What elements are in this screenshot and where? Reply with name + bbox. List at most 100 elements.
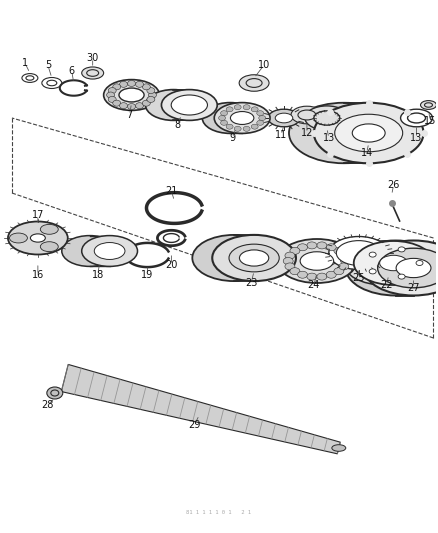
Ellipse shape <box>135 103 144 109</box>
Ellipse shape <box>307 242 317 249</box>
Ellipse shape <box>334 247 344 254</box>
Text: 24: 24 <box>308 280 320 290</box>
Text: 17: 17 <box>32 210 44 220</box>
Ellipse shape <box>354 241 434 285</box>
Ellipse shape <box>297 244 307 251</box>
Ellipse shape <box>251 107 258 112</box>
Ellipse shape <box>120 82 127 87</box>
Ellipse shape <box>106 92 115 98</box>
Ellipse shape <box>408 113 425 123</box>
Ellipse shape <box>401 109 432 127</box>
Ellipse shape <box>396 259 431 278</box>
Ellipse shape <box>192 235 276 281</box>
Text: 11: 11 <box>275 130 287 140</box>
Ellipse shape <box>148 92 156 98</box>
Ellipse shape <box>398 247 405 252</box>
Ellipse shape <box>243 104 250 110</box>
Ellipse shape <box>275 113 293 123</box>
Ellipse shape <box>94 243 125 260</box>
Ellipse shape <box>40 242 58 252</box>
Ellipse shape <box>162 90 217 120</box>
Text: 13: 13 <box>323 133 335 143</box>
Ellipse shape <box>289 103 399 163</box>
Ellipse shape <box>8 222 68 254</box>
Ellipse shape <box>341 257 350 264</box>
Text: 22: 22 <box>380 280 393 290</box>
Text: 18: 18 <box>92 270 104 280</box>
Ellipse shape <box>229 244 279 272</box>
Ellipse shape <box>234 126 241 131</box>
Ellipse shape <box>113 100 121 106</box>
Ellipse shape <box>416 261 423 265</box>
Ellipse shape <box>300 252 334 270</box>
Ellipse shape <box>226 107 233 112</box>
Ellipse shape <box>339 252 349 259</box>
Ellipse shape <box>246 78 262 87</box>
Ellipse shape <box>277 239 357 283</box>
Ellipse shape <box>285 252 295 259</box>
Ellipse shape <box>127 80 135 86</box>
Ellipse shape <box>30 234 46 242</box>
Polygon shape <box>61 365 340 454</box>
Ellipse shape <box>221 120 227 125</box>
Ellipse shape <box>291 106 323 124</box>
Ellipse shape <box>251 124 258 129</box>
Ellipse shape <box>317 273 327 280</box>
Ellipse shape <box>108 87 116 94</box>
Ellipse shape <box>378 248 438 288</box>
Ellipse shape <box>147 87 155 94</box>
Text: 1: 1 <box>22 58 28 68</box>
Ellipse shape <box>297 271 307 278</box>
Ellipse shape <box>214 102 270 133</box>
Text: 26: 26 <box>388 180 400 190</box>
Ellipse shape <box>290 268 300 274</box>
Ellipse shape <box>420 101 436 109</box>
Ellipse shape <box>26 76 34 80</box>
Ellipse shape <box>332 445 346 451</box>
Text: 21: 21 <box>165 186 177 196</box>
Ellipse shape <box>234 104 241 110</box>
Text: 27: 27 <box>407 283 420 293</box>
Ellipse shape <box>285 263 295 270</box>
Ellipse shape <box>120 103 127 109</box>
Ellipse shape <box>314 111 340 125</box>
Text: 9: 9 <box>229 133 235 143</box>
Text: 10: 10 <box>258 60 270 70</box>
Ellipse shape <box>47 80 57 86</box>
Ellipse shape <box>135 82 144 87</box>
Text: 5: 5 <box>45 60 51 70</box>
Ellipse shape <box>243 126 250 131</box>
Ellipse shape <box>119 88 144 102</box>
Text: 7: 7 <box>127 110 133 120</box>
Ellipse shape <box>305 106 349 130</box>
Ellipse shape <box>142 84 150 90</box>
Ellipse shape <box>104 79 159 110</box>
Ellipse shape <box>283 257 293 264</box>
Ellipse shape <box>47 387 63 399</box>
Ellipse shape <box>326 244 336 251</box>
Ellipse shape <box>380 255 408 271</box>
Ellipse shape <box>298 110 316 120</box>
Ellipse shape <box>219 116 226 120</box>
Ellipse shape <box>51 390 59 396</box>
Text: 20: 20 <box>165 260 177 270</box>
Ellipse shape <box>344 241 424 285</box>
Ellipse shape <box>42 77 62 88</box>
Text: 81 1 1 1 1 0 1   2 1: 81 1 1 1 1 0 1 2 1 <box>186 510 251 515</box>
Ellipse shape <box>335 114 403 152</box>
Ellipse shape <box>336 240 381 265</box>
Ellipse shape <box>87 70 99 76</box>
Ellipse shape <box>113 84 121 90</box>
Ellipse shape <box>22 74 38 83</box>
Ellipse shape <box>10 233 28 243</box>
Ellipse shape <box>127 103 135 110</box>
Ellipse shape <box>62 236 117 266</box>
Ellipse shape <box>259 116 266 120</box>
Text: 14: 14 <box>360 148 373 158</box>
Ellipse shape <box>257 111 264 116</box>
Ellipse shape <box>364 240 438 295</box>
Ellipse shape <box>314 103 424 163</box>
Ellipse shape <box>334 268 344 274</box>
Ellipse shape <box>212 235 296 281</box>
Ellipse shape <box>398 274 405 279</box>
